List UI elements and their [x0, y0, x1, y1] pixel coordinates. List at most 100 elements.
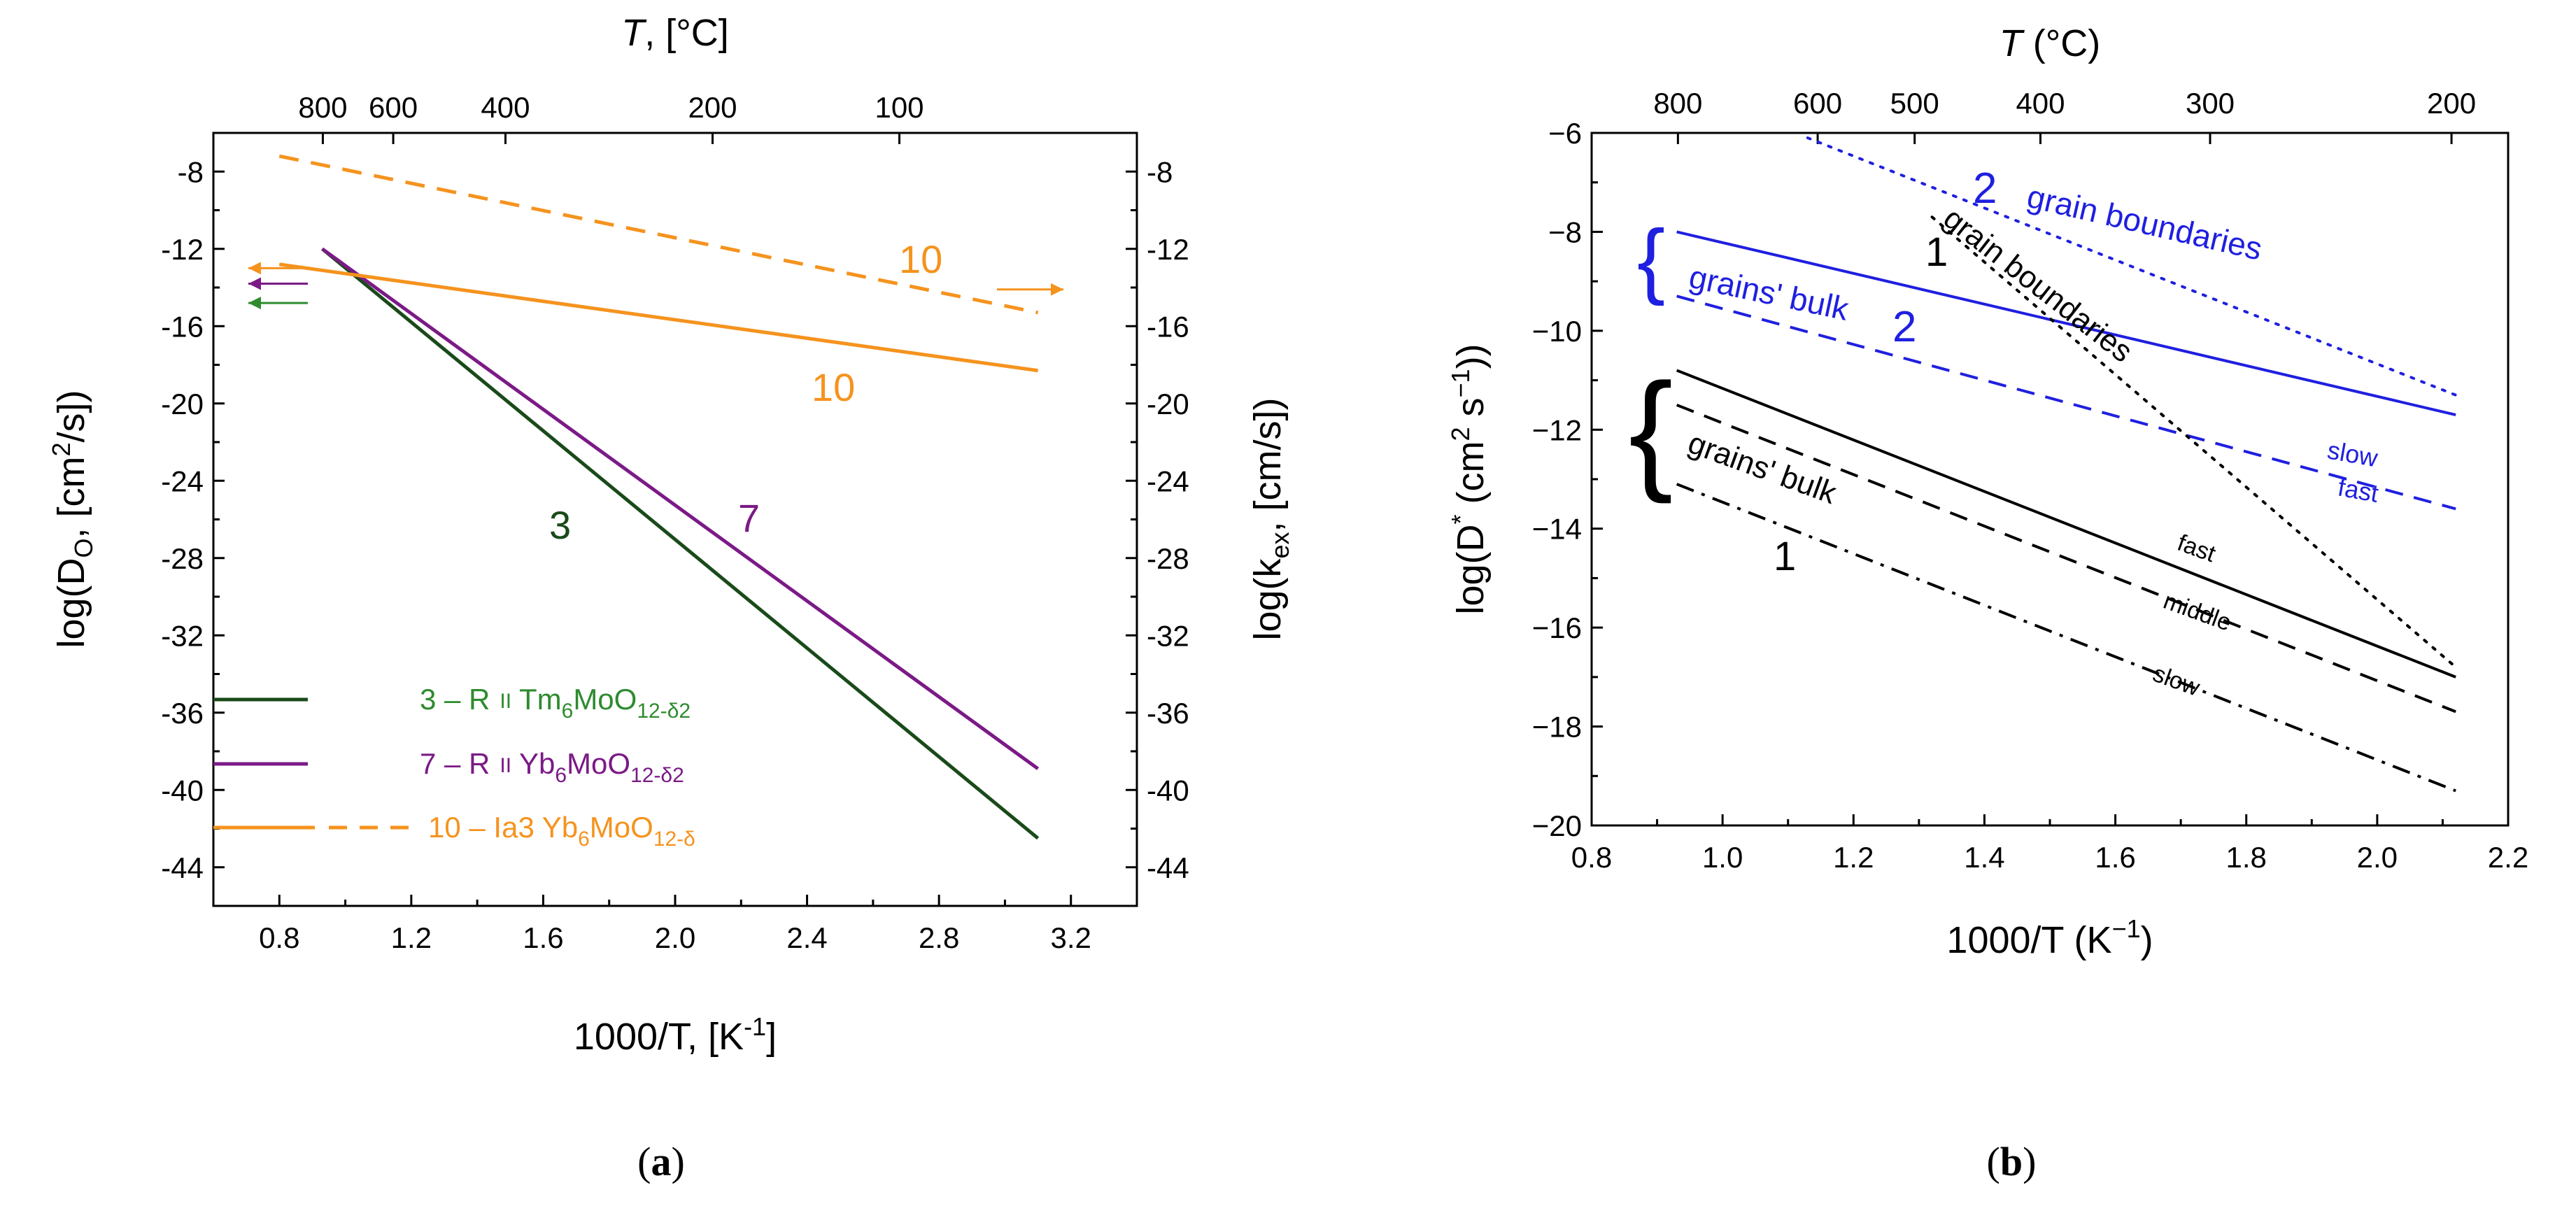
b-xtick-label-3: 1.4 — [1964, 841, 2004, 874]
a-arrow-group — [248, 262, 1063, 310]
b-series-group — [1676, 136, 2458, 793]
a-top-axis-title: T, [°C] — [621, 12, 729, 54]
b-xtick-label-4: 1.6 — [2095, 841, 2135, 874]
b-blue-2-top: 2 — [1973, 164, 1997, 213]
a-xtick-label-6: 3.2 — [1051, 921, 1091, 954]
b-ytick-label-2: −10 — [1532, 315, 1582, 348]
a-bottom-ticks: 0.8 1.2 1.6 2.0 2.4 2.8 3.2 — [259, 895, 1091, 954]
a-rytick-label-7: -36 — [1147, 697, 1189, 730]
a-xtick-label-0: 0.8 — [259, 921, 299, 954]
a-toptick-label-0: 800 — [298, 91, 347, 124]
a-x-axis-title: 1000/T, [K-1] — [574, 1012, 777, 1058]
b-x-axis-title: 1000/T (K−1) — [1946, 914, 2153, 961]
b-toptick-label-4: 300 — [2186, 87, 2235, 120]
a-ytick-label-5: -28 — [161, 542, 204, 575]
caption-a: (a) — [637, 1139, 685, 1184]
b-top-ticks: 800 600 500 400 300 200 — [1653, 87, 2476, 144]
b-bottom-ticks: 0.8 1.0 1.2 1.4 1.6 1.8 2.0 2.2 — [1571, 814, 2528, 874]
b-blue-2-bulk: 2 — [1892, 303, 1916, 351]
a-xtick-label-2: 1.6 — [523, 921, 563, 954]
a-label-10-dashed: 10 — [899, 237, 942, 281]
b-series-line-0 — [1806, 136, 2458, 397]
legend-7: 7 – R II Yb6MoO12-δ2 — [420, 747, 684, 787]
a-ytick-label-0: -8 — [178, 155, 204, 188]
b-ytick-label-5: −16 — [1532, 611, 1582, 644]
panel-a: 0.8 1.2 1.6 2.0 2.4 2.8 3.2 -8-12-16-20-24-28-… — [47, 12, 1294, 1184]
a-xtick-label-4: 2.4 — [786, 921, 827, 954]
a-right-axis-title: log(kex, [cm/s]) — [1247, 397, 1294, 640]
black-brace: { — [1629, 356, 1673, 504]
a-series-line-3 — [320, 247, 1040, 840]
panel-b: 0.8 1.0 1.2 1.4 1.6 1.8 2.0 2.2 −6 −8 −10 −12 −14 −1… — [1446, 22, 2528, 1184]
b-ytick-label-1: −8 — [1548, 215, 1582, 248]
a-top-ticks: 800 600 400 200 100 — [298, 91, 924, 144]
b-ytick-label-4: −14 — [1532, 513, 1582, 546]
b-left-ticks: −6 −8 −10 −12 −14 −16 −18 −20 — [1532, 117, 1603, 842]
a-arrowhead-1 — [248, 277, 261, 290]
a-ytick-label-9: -44 — [161, 851, 204, 884]
b-xtick-label-5: 1.8 — [2226, 841, 2267, 874]
a-rytick-label-2: -16 — [1147, 310, 1189, 343]
b-ytick-label-7: −20 — [1532, 809, 1582, 842]
a-ytick-label-4: -24 — [161, 464, 204, 497]
a-right-ticks: -8 -12 -16 -20 -24 -28 -32 -36 -40 -44 — [1126, 155, 1189, 884]
a-ytick-label-2: -16 — [161, 310, 204, 343]
caption-b: (b) — [1987, 1139, 2037, 1184]
a-ytick-label-1: -12 — [161, 233, 204, 266]
b-toptick-label-5: 200 — [2427, 87, 2476, 120]
b-toptick-label-2: 500 — [1890, 87, 1939, 120]
a-label-7: 7 — [738, 496, 760, 540]
a-rytick-label-5: -28 — [1147, 542, 1189, 575]
b-black-slow: slow — [2149, 660, 2203, 702]
a-arrowhead-0 — [248, 262, 261, 275]
a-ytick-label-3: -20 — [161, 388, 204, 420]
b-blue-slow: slow — [2326, 436, 2381, 473]
b-xtick-label-7: 2.2 — [2488, 841, 2528, 874]
b-xtick-label-2: 1.2 — [1833, 841, 1874, 874]
plot-frame-a — [212, 132, 1138, 907]
b-ytick-label-3: −12 — [1532, 413, 1582, 446]
a-label-3: 3 — [549, 503, 571, 547]
b-xtick-label-1: 1.0 — [1702, 841, 1743, 874]
a-series-group — [278, 154, 1040, 840]
b-toptick-label-3: 400 — [2016, 87, 2065, 120]
legend-3: 3 – R II Tm6MoO12-δ2 — [420, 683, 691, 723]
b-series-line-4 — [1676, 369, 2456, 679]
a-rytick-label-6: -32 — [1147, 619, 1189, 652]
b-black-1-bulk: 1 — [1774, 534, 1796, 579]
b-blue-fast: fast — [2336, 473, 2381, 508]
b-series-line-6 — [1676, 483, 2456, 793]
b-xtick-label-0: 0.8 — [1571, 841, 1612, 874]
b-series-line-2 — [1676, 295, 2456, 511]
b-xtick-label-6: 2.0 — [2357, 841, 2398, 874]
b-black-1-top: 1 — [1925, 229, 1948, 275]
a-series-line-10-kex — [278, 154, 1039, 315]
a-rytick-label-0: -8 — [1147, 155, 1173, 188]
a-series-line-7 — [321, 247, 1040, 770]
b-ytick-label-0: −6 — [1548, 117, 1582, 150]
b-blue-grain-boundaries: grain boundaries — [2024, 178, 2266, 267]
a-toptick-label-4: 100 — [875, 91, 923, 124]
a-arrowhead-3 — [1051, 283, 1063, 296]
a-left-axis-title: log(DO, [cm2/s]) — [47, 390, 98, 648]
a-label-10-solid: 10 — [812, 365, 855, 409]
b-black-fast: fast — [2174, 530, 2219, 568]
legend-10: 10 – Ia3 Yb6MoO12-δ — [428, 811, 695, 851]
a-series-line-10 — [278, 262, 1038, 373]
a-ytick-label-8: -40 — [161, 774, 204, 807]
b-series-line-1 — [1676, 230, 2456, 417]
b-series-line-5 — [1676, 404, 2456, 714]
blue-brace: { — [1637, 213, 1665, 306]
b-ytick-label-6: −18 — [1532, 711, 1582, 744]
b-toptick-label-0: 800 — [1653, 87, 1702, 120]
a-rytick-label-9: -44 — [1147, 851, 1189, 884]
b-toptick-label-1: 600 — [1793, 87, 1842, 120]
a-toptick-label-1: 600 — [369, 91, 418, 124]
a-rytick-label-4: -24 — [1147, 464, 1189, 497]
a-ytick-label-6: -32 — [161, 619, 204, 652]
b-black-middle: middle — [2160, 588, 2235, 637]
a-toptick-label-3: 200 — [688, 91, 737, 124]
a-ytick-label-7: -36 — [161, 697, 204, 730]
a-xtick-label-1: 1.2 — [391, 921, 432, 954]
